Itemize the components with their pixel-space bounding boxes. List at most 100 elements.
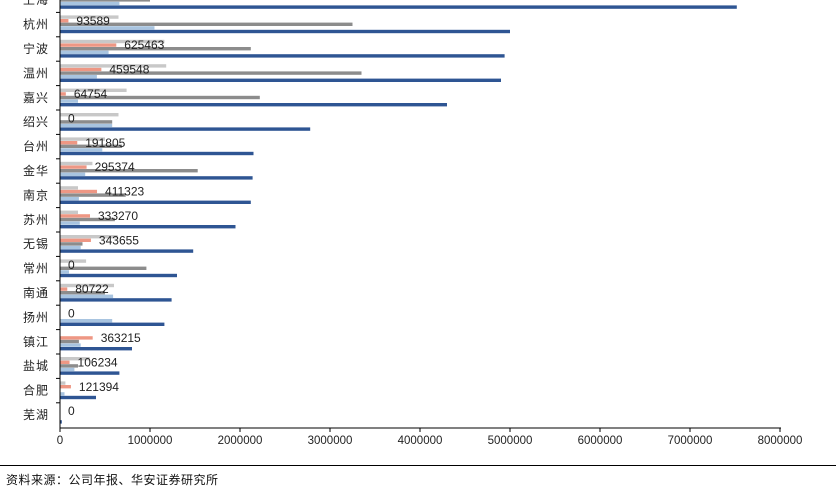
category-label: 温州 bbox=[23, 66, 49, 80]
bar-扬州-s1 bbox=[60, 322, 165, 326]
bar-无锡-s4 bbox=[60, 238, 91, 242]
category-label: 金华 bbox=[23, 163, 49, 178]
category-label: 合肥 bbox=[23, 383, 49, 398]
category-label: 嘉兴 bbox=[23, 91, 49, 105]
bar-宁波-s2 bbox=[60, 50, 109, 54]
source-divider bbox=[0, 465, 836, 466]
category-label: 台州 bbox=[23, 139, 49, 154]
bar-南京-s4 bbox=[60, 189, 98, 194]
data-label: 191805 bbox=[85, 136, 125, 150]
bar-温州-s5 bbox=[60, 64, 167, 68]
bar-南京-s5 bbox=[60, 186, 78, 190]
bar-苏州-s5 bbox=[60, 210, 78, 214]
x-tick-label: 2000000 bbox=[218, 435, 263, 447]
bar-台州-s2 bbox=[60, 148, 103, 152]
bar-合肥-s2 bbox=[60, 392, 65, 396]
source-note: 资料来源：公司年报、华安证券研究所 bbox=[6, 473, 219, 487]
bar-温州-s4 bbox=[60, 67, 102, 72]
data-label: 0 bbox=[68, 404, 75, 418]
bar-无锡-s1 bbox=[60, 249, 194, 253]
bar-金华-s2 bbox=[60, 172, 86, 176]
bar-合肥-s5 bbox=[60, 381, 66, 385]
x-tick-label: 4000000 bbox=[398, 435, 443, 447]
category-label: 苏州 bbox=[23, 213, 49, 227]
category-label: 绍兴 bbox=[23, 115, 49, 129]
bar-南京-s3 bbox=[60, 193, 126, 197]
x-tick-label: 8000000 bbox=[758, 435, 803, 447]
bar-杭州-s4 bbox=[60, 19, 69, 23]
bar-常州-s5 bbox=[60, 259, 87, 263]
bar-台州-s1 bbox=[60, 151, 254, 156]
data-label: 0 bbox=[68, 307, 75, 321]
data-label: 333270 bbox=[98, 209, 138, 223]
bar-温州-s2 bbox=[60, 75, 97, 79]
bar-嘉兴-s1 bbox=[60, 103, 447, 107]
bar-绍兴-s3 bbox=[60, 120, 113, 124]
bar-金华-s1 bbox=[60, 176, 253, 180]
bar-南京-s2 bbox=[60, 197, 79, 201]
bar-杭州-s5 bbox=[60, 15, 119, 19]
bar-金华-s5 bbox=[60, 161, 93, 166]
bar-南通-s4 bbox=[60, 287, 68, 291]
data-label: 0 bbox=[68, 258, 75, 272]
bar-台州-s3 bbox=[60, 144, 123, 148]
bar-南通-s3 bbox=[60, 291, 105, 295]
bar-嘉兴-s3 bbox=[60, 95, 260, 100]
data-label: 459548 bbox=[109, 63, 149, 77]
bar-宁波-s1 bbox=[60, 54, 505, 58]
category-label: 无锡 bbox=[23, 236, 49, 251]
bar-绍兴-s5 bbox=[60, 113, 119, 117]
category-label: 镇江 bbox=[23, 335, 49, 349]
bar-台州-s5 bbox=[60, 137, 105, 141]
bar-苏州-s4 bbox=[60, 214, 90, 218]
category-label: 南通 bbox=[23, 285, 49, 300]
data-label: 295374 bbox=[95, 160, 135, 174]
data-label: 121394 bbox=[79, 380, 119, 394]
bar-无锡-s3 bbox=[60, 242, 83, 246]
bar-南京-s1 bbox=[60, 200, 251, 204]
bar-镇江-s1 bbox=[60, 347, 132, 351]
bar-无锡-s2 bbox=[60, 245, 81, 250]
data-label: 411323 bbox=[105, 185, 144, 199]
bar-杭州-s3 bbox=[60, 22, 353, 26]
category-label: 上海 bbox=[23, 0, 49, 7]
bar-无锡-s5 bbox=[60, 235, 118, 239]
category-label: 常州 bbox=[23, 262, 49, 276]
bar-盐城-s4 bbox=[60, 360, 70, 364]
bar-扬州-s2 bbox=[60, 319, 113, 323]
bar-镇江-s2 bbox=[60, 343, 81, 347]
category-label: 杭州 bbox=[23, 17, 49, 32]
category-label: 盐城 bbox=[23, 359, 49, 373]
bar-宁波-s3 bbox=[60, 47, 251, 51]
bar-苏州-s3 bbox=[60, 217, 115, 222]
bar-苏州-s1 bbox=[60, 225, 236, 229]
bar-常州-s1 bbox=[60, 273, 177, 278]
bar-镇江-s4 bbox=[60, 336, 93, 340]
bar-盐城-s2 bbox=[60, 367, 75, 372]
x-tick-label: 1000000 bbox=[128, 435, 173, 447]
data-label: 106234 bbox=[78, 355, 118, 369]
x-tick-label: 0 bbox=[57, 435, 63, 447]
x-tick-label: 6000000 bbox=[578, 435, 623, 447]
bar-嘉兴-s5 bbox=[60, 88, 127, 92]
data-label: 363215 bbox=[101, 331, 141, 345]
bar-镇江-s3 bbox=[60, 339, 79, 344]
bar-宁波-s4 bbox=[60, 43, 117, 47]
bar-南通-s5 bbox=[60, 283, 114, 288]
bar-合肥-s1 bbox=[60, 395, 96, 400]
bar-芜湖-s1 bbox=[60, 420, 62, 424]
bar-温州-s3 bbox=[60, 71, 362, 75]
data-label: 625463 bbox=[124, 38, 164, 52]
x-tick-label: 3000000 bbox=[308, 435, 353, 447]
x-tick-label: 5000000 bbox=[488, 435, 533, 447]
data-label: 343655 bbox=[99, 233, 139, 247]
data-label: 64754 bbox=[74, 87, 108, 101]
bar-杭州-s2 bbox=[60, 26, 155, 30]
bar-盐城-s3 bbox=[60, 364, 78, 368]
bar-苏州-s2 bbox=[60, 221, 80, 225]
bar-上海-s1 bbox=[60, 5, 737, 9]
bar-常州-s2 bbox=[60, 270, 69, 274]
bar-南通-s2 bbox=[60, 294, 114, 298]
bar-绍兴-s1 bbox=[60, 127, 311, 131]
